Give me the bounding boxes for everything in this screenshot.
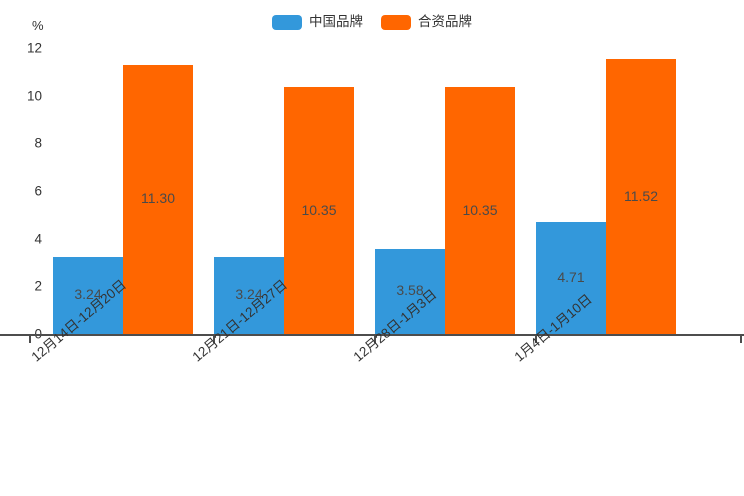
x-axis-tick-4 bbox=[740, 334, 742, 343]
bar-china-2[interactable]: 3.58 bbox=[375, 248, 445, 334]
x-axis-tick-1 bbox=[213, 334, 215, 343]
y-axis-tick-8: 8 bbox=[34, 135, 42, 151]
bar-value-label: 11.52 bbox=[624, 187, 658, 204]
x-axis-line bbox=[0, 334, 744, 336]
chart-legend: 中国品牌 合资品牌 bbox=[0, 10, 744, 34]
legend-label-china-brand: 中国品牌 bbox=[309, 14, 363, 30]
bar-china-0[interactable]: 3.24 bbox=[53, 256, 123, 334]
x-axis-tick-2 bbox=[374, 334, 376, 343]
y-axis-tick-10: 10 bbox=[26, 88, 42, 104]
bar-value-label: 10.35 bbox=[301, 201, 337, 218]
bar-china-3[interactable]: 4.71 bbox=[536, 221, 606, 334]
legend-item-china-brand[interactable]: 中国品牌 bbox=[272, 14, 363, 30]
y-axis-tick-4: 4 bbox=[34, 231, 42, 247]
bar-china-1[interactable]: 3.24 bbox=[214, 256, 284, 334]
y-axis-unit-label: % bbox=[32, 18, 44, 33]
x-axis-tick-0 bbox=[29, 334, 31, 343]
bar-value-label: 4.71 bbox=[557, 268, 585, 285]
bar-joint-1[interactable]: 10.35 bbox=[284, 87, 354, 334]
bar-joint-0[interactable]: 11.30 bbox=[123, 64, 193, 334]
y-axis-tick-2: 2 bbox=[34, 278, 42, 294]
bar-value-label: 3.24 bbox=[74, 286, 102, 303]
bar-value-label: 3.24 bbox=[235, 286, 263, 303]
legend-label-joint-venture-brand: 合资品牌 bbox=[418, 14, 472, 30]
x-axis-tick-3 bbox=[535, 334, 537, 343]
bar-value-label: 10.35 bbox=[462, 201, 498, 218]
y-axis-tick-6: 6 bbox=[34, 183, 42, 199]
bar-value-label: 11.30 bbox=[141, 190, 175, 207]
bar-joint-2[interactable]: 10.35 bbox=[445, 87, 515, 334]
bar-value-label: 3.58 bbox=[396, 282, 424, 299]
y-axis-tick-12: 12 bbox=[26, 40, 42, 56]
bar-joint-3[interactable]: 11.52 bbox=[606, 59, 676, 334]
legend-swatch-blue-icon bbox=[272, 14, 302, 30]
legend-swatch-orange-icon bbox=[381, 14, 411, 30]
legend-item-joint-venture-brand[interactable]: 合资品牌 bbox=[381, 14, 472, 30]
plot-area: 3.24 11.30 3.24 10.35 3.58 10.35 4.71 11.52 bbox=[53, 48, 738, 334]
